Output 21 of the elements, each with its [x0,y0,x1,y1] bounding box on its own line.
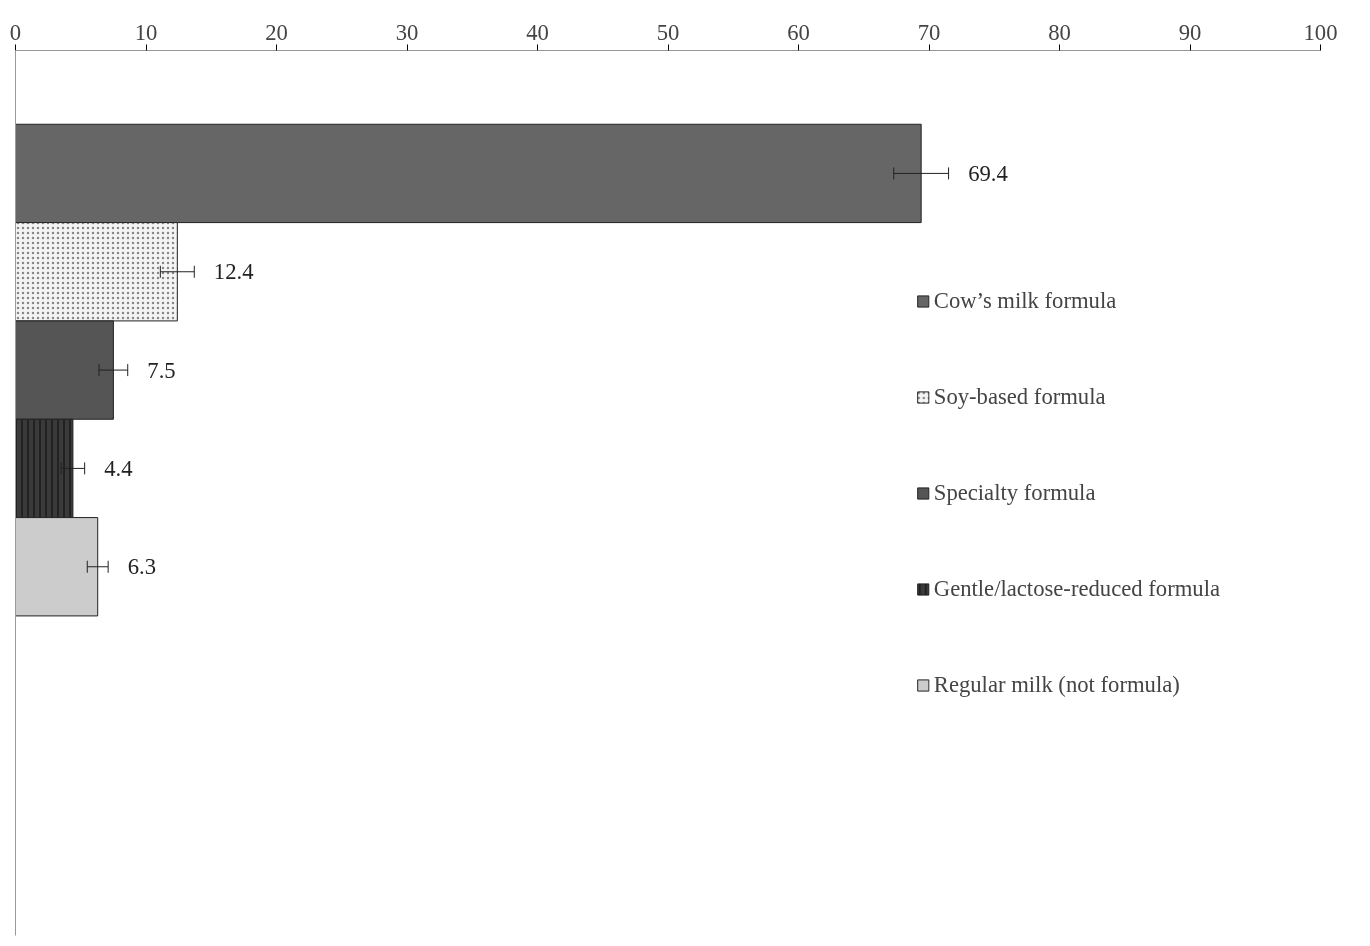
legend-label: Soy-based formula [933,383,1106,410]
x-tick-label: 100 [1303,19,1338,45]
x-tick-label: 20 [265,19,288,45]
x-tick-label: 10 [134,19,158,45]
legend-label: Gentle/lactose-reduced formula [933,575,1220,602]
legend-label: Regular milk (not formula) [933,671,1180,698]
data-label: 69.4 [968,160,1008,186]
data-label: 6.3 [127,554,157,580]
x-tick-label: 0 [9,19,22,45]
x-tick-label: 80 [1048,19,1071,45]
data-label: 7.5 [147,357,176,383]
x-tick-label: 50 [656,19,680,45]
x-tick-label: 60 [787,19,810,45]
x-tick-label: 90 [1178,19,1202,45]
data-label: 4.4 [104,455,133,481]
x-tick-label: 40 [526,19,549,45]
x-tick-label: 70 [917,19,941,45]
data-label: 12.4 [213,259,254,285]
legend-label: Specialty formula [933,479,1096,506]
legend-label: Cow’s milk formula [933,287,1117,314]
x-tick-label: 30 [395,19,419,45]
